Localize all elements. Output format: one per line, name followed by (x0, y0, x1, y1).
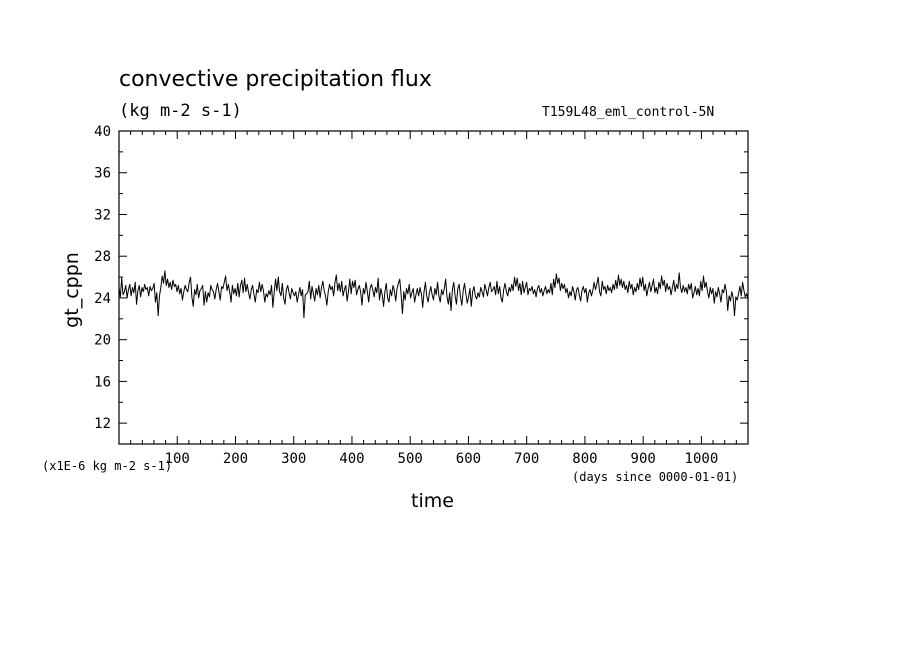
y-tick-label: 28 (94, 249, 111, 265)
x-tick-label: 200 (223, 451, 248, 467)
y-tick-label: 40 (94, 124, 111, 140)
y-axis-units: (x1E-6 kg m-2 s-1) (42, 459, 173, 473)
chart-title: convective precipitation flux (119, 67, 432, 92)
plot-frame (118, 130, 749, 445)
x-tick-label: 100 (165, 451, 190, 467)
y-tick-label: 20 (94, 333, 111, 349)
x-tick-label: 400 (339, 451, 364, 467)
y-tick-label: 16 (94, 374, 111, 390)
x-tick-label: 700 (514, 451, 539, 467)
y-tick-label: 12 (94, 416, 111, 432)
y-tick-label: 32 (94, 207, 111, 223)
x-tick-label: 500 (398, 451, 423, 467)
x-tick-label: 1000 (685, 451, 719, 467)
x-axis-units: (days since 0000-01-01) (572, 470, 739, 484)
y-tick-label: 24 (94, 291, 111, 307)
series-line (118, 270, 749, 319)
y-tick-label: 36 (94, 166, 111, 182)
x-tick-label: 900 (631, 451, 656, 467)
x-tick-label: 300 (281, 451, 306, 467)
x-axis-title: time (411, 490, 454, 512)
x-tick-label: 600 (456, 451, 481, 467)
x-tick-label: 800 (572, 451, 597, 467)
chart-subtitle: (kg m-2 s-1) (119, 101, 242, 121)
experiment-label: T159L48_eml_control-5N (542, 105, 715, 120)
